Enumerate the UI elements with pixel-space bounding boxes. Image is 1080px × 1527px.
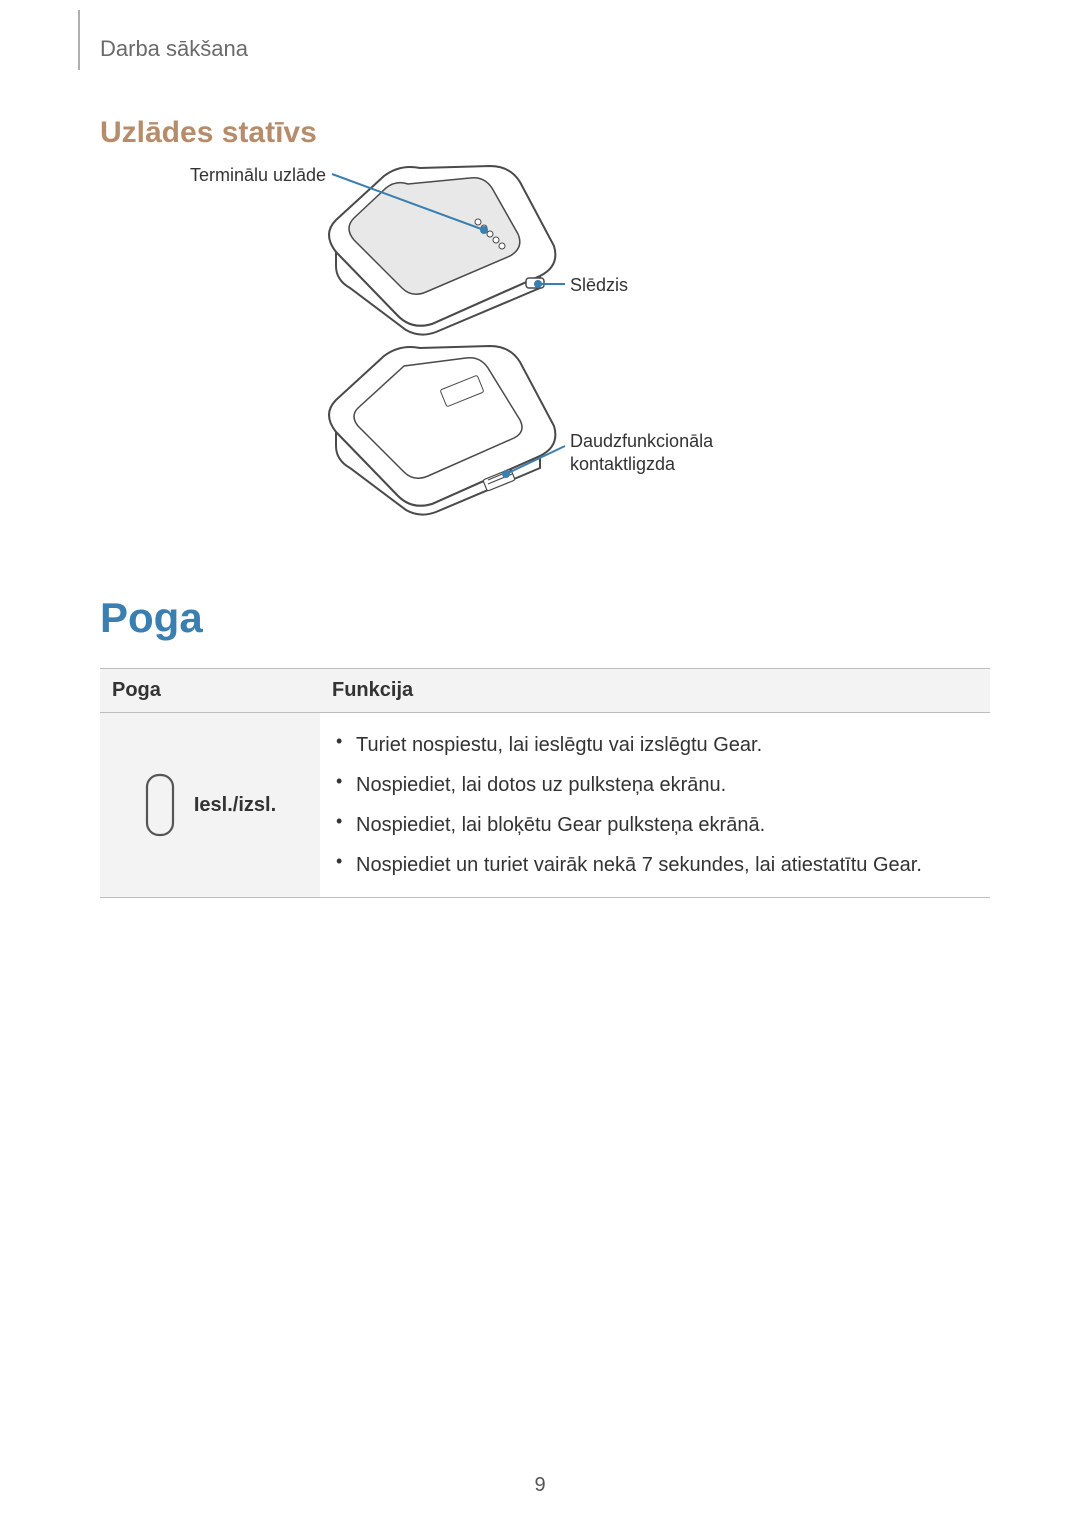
- diagram-charging-dock: Terminālu uzlāde Slēdzis Daudzfunkcionāl…: [100, 158, 990, 538]
- list-item: Turiet nospiestu, lai ieslēgtu vai izslē…: [332, 725, 978, 765]
- cell-funkcija: Turiet nospiestu, lai ieslēgtu vai izslē…: [320, 713, 990, 898]
- button-table: Poga Funkcija Iesl./izsl. Turiet nospies…: [100, 668, 990, 898]
- diagram-svg: [100, 158, 1000, 538]
- leader-switch: [534, 280, 565, 288]
- cell-poga: Iesl./izsl.: [100, 713, 320, 898]
- page: Darba sākšana Uzlādes statīvs Terminālu …: [0, 0, 1080, 1527]
- list-item: Nospiediet, lai bloķētu Gear pulksteņa e…: [332, 805, 978, 845]
- th-funkcija: Funkcija: [320, 669, 990, 713]
- margin-rule: [78, 10, 80, 70]
- page-number: 9: [0, 1474, 1080, 1497]
- heading-button: Poga: [100, 594, 990, 642]
- breadcrumb: Darba sākšana: [100, 36, 248, 62]
- power-button-icon: [144, 772, 176, 838]
- dock-bottom-icon: [329, 346, 555, 515]
- dock-top-icon: [329, 166, 555, 335]
- subheading-charging-dock: Uzlādes statīvs: [100, 116, 990, 150]
- function-list: Turiet nospiestu, lai ieslēgtu vai izslē…: [332, 719, 978, 891]
- list-item: Nospiediet un turiet vairāk nekā 7 sekun…: [332, 845, 978, 885]
- cell-poga-label: Iesl./izsl.: [194, 794, 276, 817]
- table-row: Iesl./izsl. Turiet nospiestu, lai ieslēg…: [100, 713, 990, 898]
- th-poga: Poga: [100, 669, 320, 713]
- list-item: Nospiediet, lai dotos uz pulksteņa ekrān…: [332, 765, 978, 805]
